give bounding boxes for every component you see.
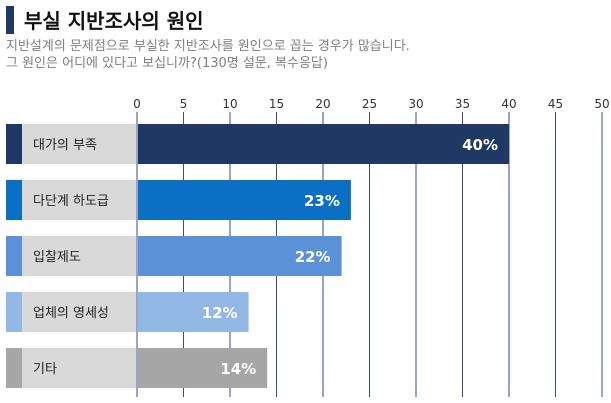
category-label: 대가의 부족 xyxy=(33,138,97,153)
x-tick-label: 25 xyxy=(362,97,377,111)
x-tick-label: 30 xyxy=(408,97,423,111)
bar xyxy=(138,180,351,220)
category-label: 기타 xyxy=(33,362,57,377)
category-label: 다단계 하도급 xyxy=(33,194,109,209)
bar xyxy=(138,348,268,388)
category-label-box xyxy=(6,236,136,276)
x-tick-label: 0 xyxy=(133,97,141,111)
x-tick-label: 5 xyxy=(180,97,188,111)
value-label: 14% xyxy=(220,360,256,378)
category-label-box xyxy=(6,124,136,164)
category-color-tab xyxy=(6,236,22,276)
category-color-tab xyxy=(6,180,22,220)
x-tick-label: 10 xyxy=(222,97,237,111)
x-tick-label: 15 xyxy=(269,97,284,111)
category-color-tab xyxy=(6,292,22,332)
category-label-box xyxy=(6,348,136,388)
value-label: 40% xyxy=(462,136,498,154)
bar xyxy=(138,292,249,332)
category-label-box xyxy=(6,292,136,332)
value-label: 22% xyxy=(295,248,331,266)
chart-title: 부실 지반조사의 원인 xyxy=(24,9,204,33)
x-tick-label: 35 xyxy=(455,97,470,111)
category-label: 입찰제도 xyxy=(33,250,81,265)
x-tick-label: 40 xyxy=(501,97,516,111)
x-tick-label: 20 xyxy=(315,97,330,111)
value-label: 23% xyxy=(304,192,340,210)
bar xyxy=(138,236,342,276)
category-label: 업체의 영세성 xyxy=(33,306,109,321)
category-color-tab xyxy=(6,124,22,164)
value-label: 12% xyxy=(202,304,238,322)
x-tick-label: 50 xyxy=(594,97,609,111)
category-label-box xyxy=(6,180,136,220)
chart-subtitle: 지반설계의 문제점으로 부실한 지반조사를 원인으로 꼽는 경우가 많습니다. … xyxy=(6,38,410,72)
subtitle-line-1: 지반설계의 문제점으로 부실한 지반조사를 원인으로 꼽는 경우가 많습니다. xyxy=(6,39,410,54)
bar xyxy=(138,124,509,164)
category-color-tab xyxy=(6,348,22,388)
title-accent-bar xyxy=(6,6,14,34)
x-tick-label: 45 xyxy=(548,97,563,111)
subtitle-line-2: 그 원인은 어디에 있다고 보십니까?(130명 설문, 복수응답) xyxy=(6,56,328,71)
